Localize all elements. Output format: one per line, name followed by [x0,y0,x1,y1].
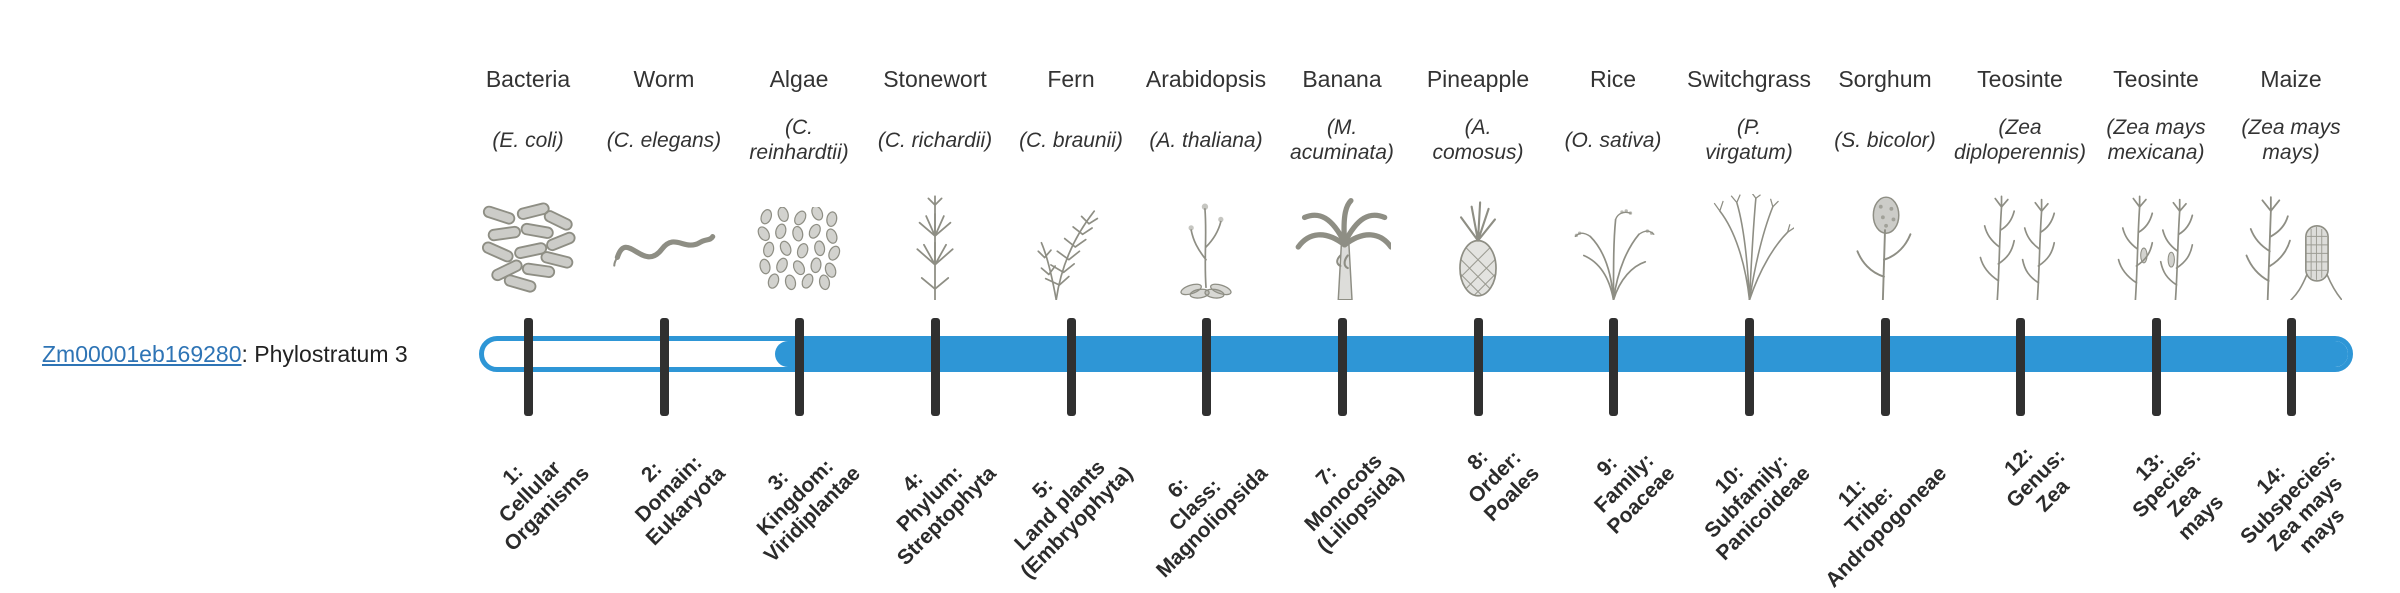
organism-common-name: Rice [1589,66,1636,92]
gene-label: Zm00001eb169280: Phylostratum 3 [42,341,408,368]
organism-column-teosinte-mexicana: Teosinte (Zea mays mexicana) 13: Species… [2081,66,2231,545]
organism-scientific-name: (Zea mays mays) [2241,116,2341,164]
organism-common-name: Pineapple [1426,66,1530,92]
fern-illustration [996,178,1146,300]
organism-column-bacteria: Bacteria (E. coli) 1: Cellular Organisms [453,66,603,556]
organism-scientific-name: (C. braunii) [1019,128,1123,152]
sorghum-illustration [1810,178,1960,300]
organism-column-pineapple: Pineapple (A. comosus) 8: Order: Poales [1403,66,1553,526]
maize-illustration [2216,178,2366,300]
phylostratum-label-13: 13: Species: Zea mays [2127,444,2228,545]
phylostratum-label-8: 8: Order: Poales [1463,445,1545,527]
organism-column-sorghum: Sorghum (S. bicolor) 11: Tribe: Andropog… [1810,66,1960,592]
pineapple-illustration [1403,178,1553,300]
teosinte-illustration [2081,178,2231,300]
phylostrata-bar [479,336,2353,372]
phylostratum-tick-6 [1201,318,1211,416]
organism-common-name: Bacteria [485,66,571,92]
phylostratum-label-3: 3: Kingdom: Viridiplantae [752,454,866,568]
gene-phylostratum-text: : Phylostratum 3 [241,341,408,367]
organism-column-fern: Fern (C. braunii) 5: Land plants (Embryo… [996,66,1146,583]
organism-scientific-name: (Zea mays mexicana) [2106,116,2206,164]
organism-scientific-name: (A. comosus) [1432,116,1524,164]
organism-common-name: Switchgrass [1687,66,1811,92]
phylostrata-bar-fill [775,341,2348,367]
organism-scientific-name: (O. sativa) [1564,128,1662,152]
organism-common-name: Stonewort [883,66,987,92]
phylostratum-tick-5 [1066,318,1076,416]
phylostratum-tick-12 [2015,318,2025,416]
organism-column-rice: Rice (O. sativa) 9: Family: Poaceae [1538,66,1688,538]
phylostratum-tick-14 [2286,318,2296,416]
phylostratum-label-11: 11: Tribe: Andropogoneae [1821,461,1952,593]
phylostratum-label-9: 9: Family: Poaceae [1589,449,1680,539]
phylostratum-label-5: 5: Land plants (Embryophyta) [1009,455,1138,583]
phylostratum-label-7: 7: Monocots (Liliopsida) [1300,449,1409,558]
organism-column-teosinte-diploperennis: Teosinte (Zea diploperennis) 12: Genus: … [1945,66,2095,517]
organism-common-name: Fern [1047,66,1095,92]
organism-scientific-name: (C. elegans) [606,128,722,152]
organism-scientific-name: (A. thaliana) [1149,128,1263,152]
organism-column-maize: Maize (Zea mays mays) 14: Subspecies: Ze… [2216,66,2366,558]
organism-scientific-name: (M. acuminata) [1290,116,1394,164]
organism-column-worm: Worm (C. elegans) 2: Domain: Eukaryota [589,66,739,550]
organism-common-name: Algae [769,66,829,92]
teosinte-illustration [1945,178,2095,300]
arabidopsis-illustration [1131,178,1281,300]
organism-column-switchgrass: Switchgrass (P. virgatum) 10: Subfamily:… [1674,66,1824,565]
phylostratum-tick-4 [930,318,940,416]
organism-scientific-name: (Zea diploperennis) [1954,116,2086,164]
organism-scientific-name: (S. bicolor) [1834,128,1936,152]
algae-illustration [724,178,874,300]
organism-common-name: Sorghum [1838,66,1932,92]
organism-common-name: Arabidopsis [1145,66,1267,92]
organism-common-name: Banana [1302,66,1382,92]
switchgrass-illustration [1674,178,1824,300]
phylostratum-tick-1 [523,318,533,416]
organism-scientific-name: (C. richardii) [877,128,993,152]
organism-common-name: Worm [633,66,695,92]
phylostratum-tick-3 [794,318,804,416]
organism-common-name: Teosinte [1977,66,2063,92]
worm-illustration [589,178,739,300]
organism-scientific-name: (E. coli) [492,128,564,152]
stonewort-illustration [860,178,1010,300]
phylostratum-tick-2 [659,318,669,416]
organism-common-name: Teosinte [2113,66,2199,92]
organism-column-stonewort: Stonewort (C. richardii) 4: Phylum: Stre… [860,66,1010,570]
phylostratum-label-6: 6: Class: Magnoliopsida [1151,461,1273,583]
organism-common-name: Maize [2260,66,2322,92]
phylostratum-tick-9 [1608,318,1618,416]
phylostratum-label-1: 1: Cellular Organisms [494,456,595,556]
phylostratum-tick-10 [1744,318,1754,416]
phylostratum-tick-13 [2151,318,2161,416]
organism-column-arabidopsis: Arabidopsis (A. thaliana) 6: Class: Magn… [1131,66,1281,582]
phylostratum-tick-11 [1880,318,1890,416]
rice-illustration [1538,178,1688,300]
phylostratum-tick-7 [1337,318,1347,416]
organism-column-banana: Banana (M. acuminata) 7: Monocots (Lilio… [1267,66,1417,557]
gene-link[interactable]: Zm00001eb169280 [42,341,242,367]
phylostratum-tick-8 [1473,318,1483,416]
phylostratum-label-12: 12: Genus: Zea [1999,442,2074,517]
phylostratum-label-14: 14: Subspecies: Zea mays mays [2236,444,2350,558]
phylostratum-label-4: 4: Phylum: Streptophyta [892,461,1002,570]
organism-scientific-name: (P. virgatum) [1705,116,1793,164]
organism-scientific-name: (C. reinhardtii) [749,116,849,164]
organism-column-algae: Algae (C. reinhardtii) 3: Kingdom: Virid… [724,66,874,567]
phylostratum-label-2: 2: Domain: Eukaryota [631,451,731,551]
bacteria-illustration [453,178,603,300]
banana-illustration [1267,178,1417,300]
